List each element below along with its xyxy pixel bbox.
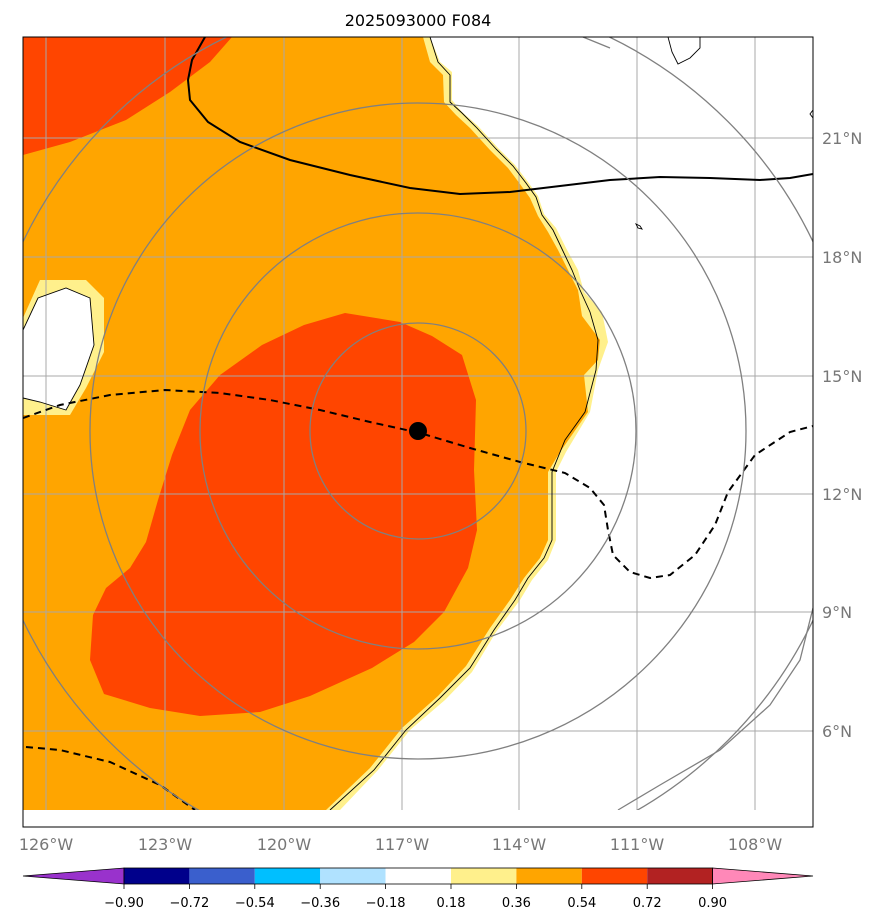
lon-tick-label: 123°W [138, 835, 193, 854]
range-ring-outer-arc [617, 607, 813, 811]
colorbar-tick-label: 0.72 [633, 896, 662, 911]
range-ring-3 [89, 102, 747, 760]
contour-line-dashed-south [25, 746, 196, 811]
colorbar-segment [581, 868, 648, 884]
chart-title: 2025093000 F084 [345, 11, 492, 30]
map-area [23, 37, 813, 827]
lat-tick-label: 18°N [822, 248, 862, 267]
colorbar-tick-label: 0.54 [567, 896, 596, 911]
island-east [809, 109, 813, 119]
colorbar-tick-label: 0.90 [698, 896, 727, 911]
colorbar-segment [647, 868, 713, 884]
colorbar-tick-label: −0.18 [366, 896, 406, 911]
colorbar-extend-high [712, 867, 814, 885]
lon-tick-label: 108°W [728, 835, 783, 854]
colorbar-tick-label: 0.36 [502, 896, 531, 911]
colorbar-tick-label: 0.18 [437, 896, 466, 911]
island-small [634, 222, 644, 230]
island-north [667, 37, 701, 65]
storm-center-marker [409, 422, 427, 440]
lat-tick-label: 12°N [822, 485, 862, 504]
colorbar-extend-low [22, 867, 125, 885]
lon-tick-label: 114°W [492, 835, 547, 854]
colorbar-tick-label: −0.36 [300, 896, 340, 911]
colorbar-ticks [123, 884, 713, 889]
clear-patch-outline [23, 287, 95, 411]
clear-patch-west [23, 288, 94, 410]
colorbar-segment [385, 868, 451, 884]
map-frame [22, 36, 814, 828]
colorbar-tick-label: −0.72 [169, 896, 209, 911]
colorbar-segment [516, 868, 582, 884]
gridlines [23, 37, 813, 827]
lon-tick-labels: 126°W 123°W 120°W 117°W 114°W 111°W 108°… [19, 835, 783, 854]
colorbar-segment [320, 868, 386, 884]
range-ring-2 [199, 212, 637, 650]
contour-line-solid [186, 37, 813, 196]
range-rings [23, 37, 813, 827]
map-bottom-strip [23, 810, 813, 827]
colorbar-segment [124, 868, 190, 884]
lon-tick-label: 120°W [257, 835, 312, 854]
colorbar-segment [189, 868, 255, 884]
lon-tick-label: 117°W [375, 835, 430, 854]
colorbar-tick-label: −0.54 [235, 896, 275, 911]
colorbar-tick-label: −0.90 [104, 896, 144, 911]
lat-tick-label: 15°N [822, 367, 862, 386]
range-ring-nw-arc [582, 37, 611, 49]
colorbar-tick-labels: −0.90 −0.72 −0.54 −0.36 −0.18 0.18 0.36 … [104, 896, 727, 911]
lat-tick-labels: 21°N 18°N 15°N 12°N 9°N 6°N [822, 129, 862, 741]
lon-tick-label: 111°W [610, 835, 665, 854]
lat-tick-label: 21°N [822, 129, 862, 148]
lon-tick-label: 126°W [19, 835, 74, 854]
colorbar-frame [123, 867, 713, 885]
range-ring-1 [309, 322, 527, 540]
colorbar-segment [254, 868, 321, 884]
lat-tick-label: 9°N [822, 603, 852, 622]
contour-fill-0.54-north [23, 37, 232, 155]
colorbar: −0.90 −0.72 −0.54 −0.36 −0.18 0.18 0.36 … [22, 867, 814, 911]
lat-tick-label: 6°N [822, 722, 852, 741]
colorbar-segment [451, 868, 517, 884]
coastline [329, 37, 599, 811]
